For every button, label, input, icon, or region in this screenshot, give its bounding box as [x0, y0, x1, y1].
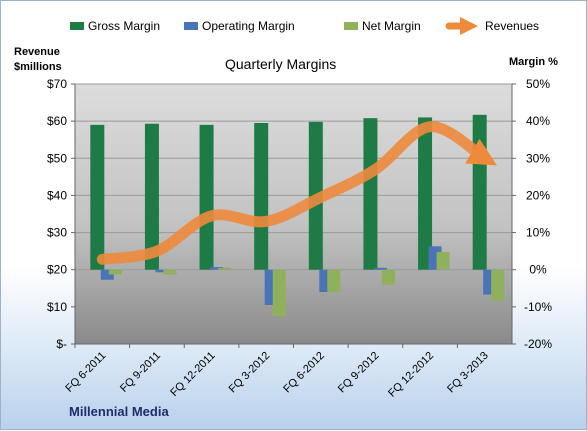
y-left-tick-label: $20	[47, 263, 67, 277]
bar-gross-margin	[418, 117, 433, 270]
y-left-tick-label: $40	[47, 188, 67, 202]
y-left-tick-label: $50	[47, 151, 67, 165]
bar-gross-margin	[254, 123, 269, 270]
bar-operating-margin	[100, 269, 114, 280]
bar-net-margin	[108, 269, 122, 275]
y-right-tick-label: 50%	[526, 77, 550, 91]
legend-label: Revenues	[485, 19, 539, 33]
bar-net-margin	[491, 269, 505, 301]
y-left-tick-label: $30	[47, 226, 67, 240]
chart-title: Quarterly Margins	[225, 56, 337, 72]
legend-swatch-operating-margin	[184, 22, 198, 30]
legend-label: Operating Margin	[202, 19, 295, 33]
y-right-tick-label: 30%	[526, 151, 550, 165]
bar-net-margin	[327, 269, 341, 292]
y-left-tick-label: $60	[47, 114, 67, 128]
bar-gross-margin	[144, 123, 159, 270]
x-tick-label: FQ 3-2013	[445, 350, 491, 396]
revenue-line	[96, 121, 498, 265]
y-right-tick-label: 10%	[526, 226, 550, 240]
legend-swatch-net-margin	[344, 22, 358, 30]
bar-net-margin	[381, 269, 395, 285]
bar-gross-margin	[199, 124, 214, 270]
x-tick-label: FQ 6-2011	[63, 350, 108, 395]
bar-operating-margin	[155, 269, 169, 273]
x-tick-label: FQ 9-2012	[336, 350, 382, 396]
legend-swatch-gross-margin	[70, 22, 84, 30]
y-left-label-line1: Revenue	[14, 46, 60, 58]
x-tick-label: FQ 9-2011	[118, 350, 163, 395]
bar-net-margin	[436, 251, 450, 270]
y-left-tick-label: $70	[47, 77, 67, 91]
y-right-tick-label: 0%	[529, 263, 547, 277]
bar-gross-margin	[90, 124, 105, 270]
bar-net-margin	[272, 269, 286, 317]
bar-net-margin	[163, 269, 177, 275]
x-tick-label: FQ 6-2012	[281, 350, 327, 396]
x-tick-label: FQ 12-2012	[386, 350, 436, 400]
company-label: Millennial Media	[69, 404, 169, 419]
bar-series	[90, 114, 505, 317]
legend-label: Gross Margin	[88, 19, 160, 33]
legend: Gross Margin Operating Margin Net Margin Re…	[70, 16, 539, 36]
bar-net-margin	[218, 267, 232, 270]
bar-operating-margin	[210, 267, 224, 270]
bar-gross-margin	[363, 118, 378, 270]
legend-label: Net Margin	[362, 19, 421, 33]
y-right-tick-label: -20%	[524, 337, 552, 351]
y-right-label: Margin %	[509, 56, 558, 68]
y-right-tick-label: -10%	[524, 300, 552, 314]
bar-gross-margin	[472, 114, 487, 270]
x-tick-label: FQ 3-2012	[227, 350, 273, 396]
y-left-tick-label: $-	[56, 337, 67, 351]
x-tick-label: FQ 12-2011	[168, 350, 217, 399]
bar-operating-margin	[373, 267, 387, 270]
revenue-line-path	[96, 121, 498, 265]
y-left-label-line2: $millions	[14, 61, 62, 73]
y-left-tick-label: $10	[47, 300, 67, 314]
y-right-tick-label: 20%	[526, 188, 550, 202]
y-right-tick-label: 40%	[526, 114, 550, 128]
